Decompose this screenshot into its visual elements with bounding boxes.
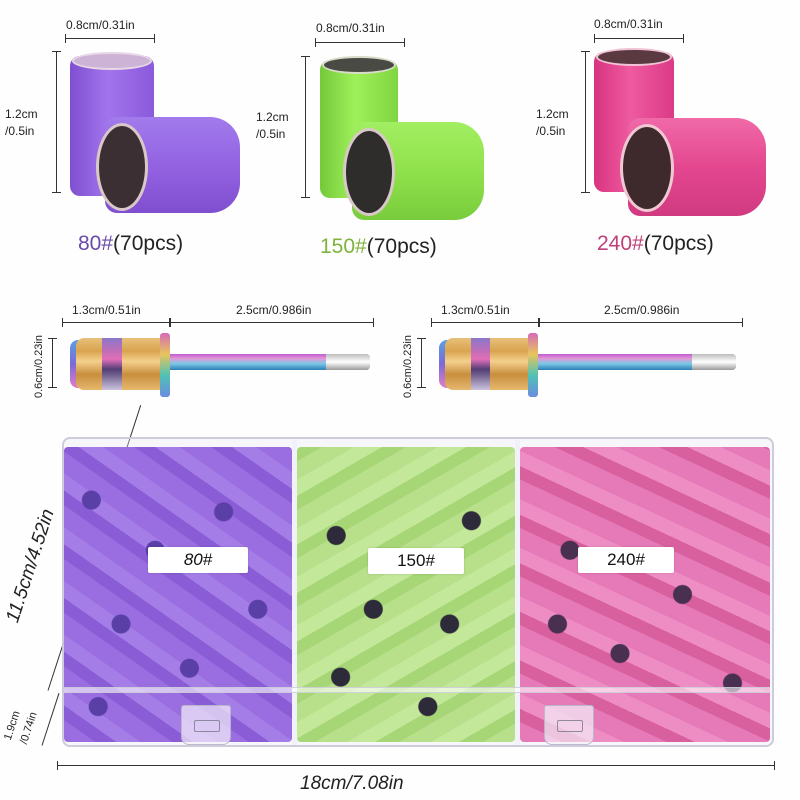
shaft-length-label: 2.5cm/0.986in <box>604 303 680 317</box>
box-lid-rim <box>64 687 770 693</box>
head-length-label: 1.3cm/0.51in <box>441 303 510 317</box>
grit-count-label: 80#(70pcs) <box>78 232 183 256</box>
mandrel-shaft <box>538 354 736 370</box>
sleeve-width-label: 0.8cm/0.31in <box>594 17 663 31</box>
sleeve-width-label: 0.8cm/0.31in <box>66 18 135 32</box>
sleeve-top-rim <box>72 52 152 70</box>
box-divider <box>515 440 520 745</box>
grit-value: 150# <box>320 235 367 258</box>
sleeve-width-label: 0.8cm/0.31in <box>316 21 385 35</box>
width-dimension-line <box>65 34 155 43</box>
head-dimension-line <box>431 318 539 327</box>
pink-sleeves-pile <box>520 447 770 742</box>
compartment-label-240: 240# <box>578 547 674 573</box>
mandrel-flange <box>528 333 538 397</box>
sleeve-top-rim <box>596 48 672 66</box>
width-dimension-line <box>594 34 684 43</box>
width-dimension-line <box>57 761 775 770</box>
shaft-dimension-line <box>170 318 374 327</box>
diameter-label: 0.6cm/0.23in <box>33 335 45 398</box>
head-dimension-line <box>62 318 170 327</box>
grit-count-label: 240#(70pcs) <box>597 232 714 256</box>
sleeve-hole <box>96 123 148 211</box>
purple-sleeves-pile <box>64 447 292 742</box>
height-dimension-line <box>41 693 60 746</box>
sleeve-height-label-in: /0.5in <box>536 124 566 138</box>
box-depth-label: 11.5cm/4.52in <box>2 506 59 626</box>
height-dimension-line <box>301 56 310 198</box>
compartment-label-80: 80# <box>148 547 248 573</box>
sleeve-height-label-in: /0.5in <box>5 124 35 138</box>
sleeve-height-label-cm: 1.2cm <box>256 110 289 124</box>
sleeve-height-label-cm: 1.2cm <box>536 107 569 121</box>
piece-count: (70pcs) <box>366 235 437 258</box>
piece-count: (70pcs) <box>643 232 714 255</box>
diameter-dimension-line <box>417 338 426 388</box>
sleeve-top-rim <box>322 56 396 74</box>
grit-count-label: 150#(70pcs) <box>320 235 437 259</box>
box-latch-left[interactable] <box>181 705 231 745</box>
diameter-label: 0.6cm/0.23in <box>402 335 414 398</box>
sleeve-height-label-in: /0.5in <box>256 127 286 141</box>
box-width-label: 18cm/7.08in <box>300 773 404 794</box>
sleeve-hole <box>620 124 674 212</box>
box-latch-right[interactable] <box>544 705 594 745</box>
grit-value: 240# <box>597 232 644 255</box>
compartment-150 <box>297 447 515 742</box>
shaft-length-label: 2.5cm/0.986in <box>236 303 312 317</box>
width-dimension-line <box>315 38 405 47</box>
head-length-label: 1.3cm/0.51in <box>72 303 141 317</box>
mandrel-head <box>76 338 164 390</box>
compartment-label-150: 150# <box>368 548 464 574</box>
piece-count: (70pcs) <box>113 232 184 255</box>
box-divider <box>292 440 297 745</box>
sleeve-hole <box>343 128 395 216</box>
shaft-dimension-line <box>539 318 743 327</box>
diameter-dimension-line <box>48 338 57 388</box>
green-sleeves-pile <box>297 447 515 742</box>
sleeve-height-label-cm: 1.2cm <box>5 107 38 121</box>
height-dimension-line <box>52 51 61 193</box>
mandrel-head <box>445 338 532 390</box>
height-dimension-line <box>581 51 590 193</box>
mandrel-flange <box>160 333 170 397</box>
compartment-240 <box>520 447 770 742</box>
grit-value: 80# <box>78 232 114 255</box>
compartment-80 <box>64 447 292 742</box>
mandrel-shaft <box>170 354 370 370</box>
